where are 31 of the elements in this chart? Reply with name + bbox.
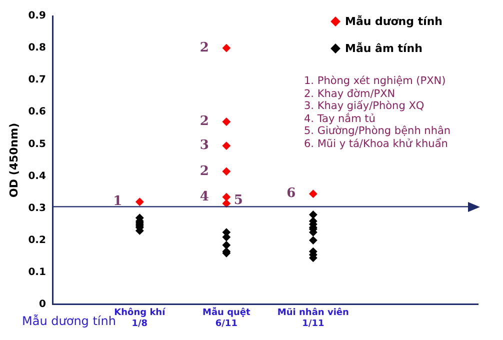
- legend-label: Mẫu dương tính: [344, 14, 443, 28]
- annotation: 5: [234, 192, 243, 208]
- y-tick-label: 0: [38, 298, 46, 310]
- annotation: 5. Giường/Phòng bệnh nhân: [304, 125, 451, 138]
- y-tick-label: 0.9: [28, 10, 46, 22]
- annotation: 3: [200, 138, 209, 154]
- annotation: 2: [200, 164, 209, 179]
- annotation: 4: [200, 189, 209, 204]
- annotation: 6. Mũi y tá/Khoa khử khuẩn: [304, 138, 449, 150]
- y-tick-label: 0.2: [28, 234, 46, 246]
- x-tick-label: Mẫu quệt 6/11: [202, 307, 252, 329]
- x-axis-title: Mẫu dương tính: [22, 314, 116, 328]
- y-tick-label: 0.4: [28, 170, 46, 182]
- annotation: 4. Tay nắm tủ: [304, 112, 376, 125]
- annotation: 1. Phòng xét nghiệm (PXN): [304, 75, 447, 88]
- y-axis-title: OD (450nm): [7, 122, 20, 198]
- y-tick-label: 0.8: [28, 42, 46, 54]
- legend-label: Mẫu âm tính: [344, 41, 424, 55]
- y-tick-label: 0.7: [28, 74, 46, 86]
- annotation: 1: [113, 194, 122, 210]
- annotation: 2: [200, 40, 209, 56]
- y-tick-label: 0.6: [28, 106, 46, 118]
- y-tick-label: 0.3: [28, 202, 46, 214]
- annotation: 2: [200, 114, 209, 130]
- y-tick-label: 0.1: [28, 266, 46, 278]
- annotation: 6: [286, 186, 296, 202]
- y-tick-label: 0.5: [28, 138, 46, 150]
- annotation: 3. Khay giấy/Phòng XQ: [304, 100, 426, 112]
- x-tick-label: Mũi nhân viên 1/11: [277, 307, 349, 329]
- x-tick-label: Không khí 1/8: [114, 307, 166, 329]
- annotation: 2. Khay đờm/PXN: [304, 88, 396, 100]
